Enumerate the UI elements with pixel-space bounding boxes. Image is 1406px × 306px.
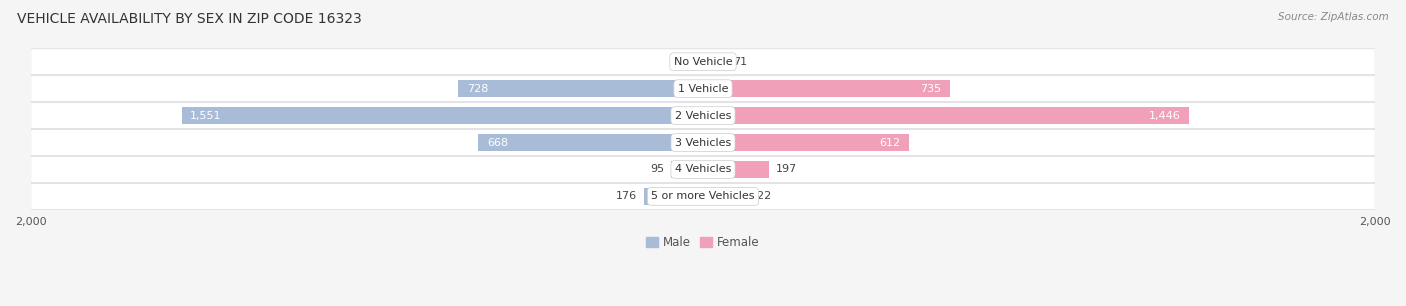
Text: 4 Vehicles: 4 Vehicles (675, 165, 731, 174)
Bar (703, 188, 744, 205)
Text: 668: 668 (486, 138, 508, 147)
Bar (458, 80, 703, 97)
Bar (181, 107, 703, 124)
Text: 12: 12 (678, 57, 692, 67)
FancyBboxPatch shape (31, 103, 1375, 129)
Bar (699, 54, 703, 70)
Legend: Male, Female: Male, Female (641, 231, 765, 253)
Text: 71: 71 (734, 57, 748, 67)
Text: 2 Vehicles: 2 Vehicles (675, 111, 731, 121)
FancyBboxPatch shape (31, 49, 1375, 75)
Bar (703, 80, 950, 97)
Text: 5 or more Vehicles: 5 or more Vehicles (651, 192, 755, 201)
Text: 1,551: 1,551 (190, 111, 222, 121)
Text: 728: 728 (467, 84, 488, 94)
Text: 735: 735 (921, 84, 942, 94)
Bar (703, 161, 769, 178)
Text: 176: 176 (616, 192, 637, 201)
Bar (478, 134, 703, 151)
Bar (703, 107, 1189, 124)
Text: 197: 197 (776, 165, 797, 174)
Text: 1,446: 1,446 (1149, 111, 1181, 121)
Text: No Vehicle: No Vehicle (673, 57, 733, 67)
FancyBboxPatch shape (31, 157, 1375, 182)
Text: 1 Vehicle: 1 Vehicle (678, 84, 728, 94)
Text: 95: 95 (650, 165, 665, 174)
Bar (644, 188, 703, 205)
Text: VEHICLE AVAILABILITY BY SEX IN ZIP CODE 16323: VEHICLE AVAILABILITY BY SEX IN ZIP CODE … (17, 12, 361, 26)
Text: 122: 122 (751, 192, 772, 201)
FancyBboxPatch shape (31, 76, 1375, 102)
Text: 612: 612 (879, 138, 900, 147)
FancyBboxPatch shape (31, 184, 1375, 209)
FancyBboxPatch shape (31, 130, 1375, 155)
Bar (671, 161, 703, 178)
Bar (703, 134, 908, 151)
Text: 3 Vehicles: 3 Vehicles (675, 138, 731, 147)
Bar (703, 54, 727, 70)
Text: Source: ZipAtlas.com: Source: ZipAtlas.com (1278, 12, 1389, 22)
